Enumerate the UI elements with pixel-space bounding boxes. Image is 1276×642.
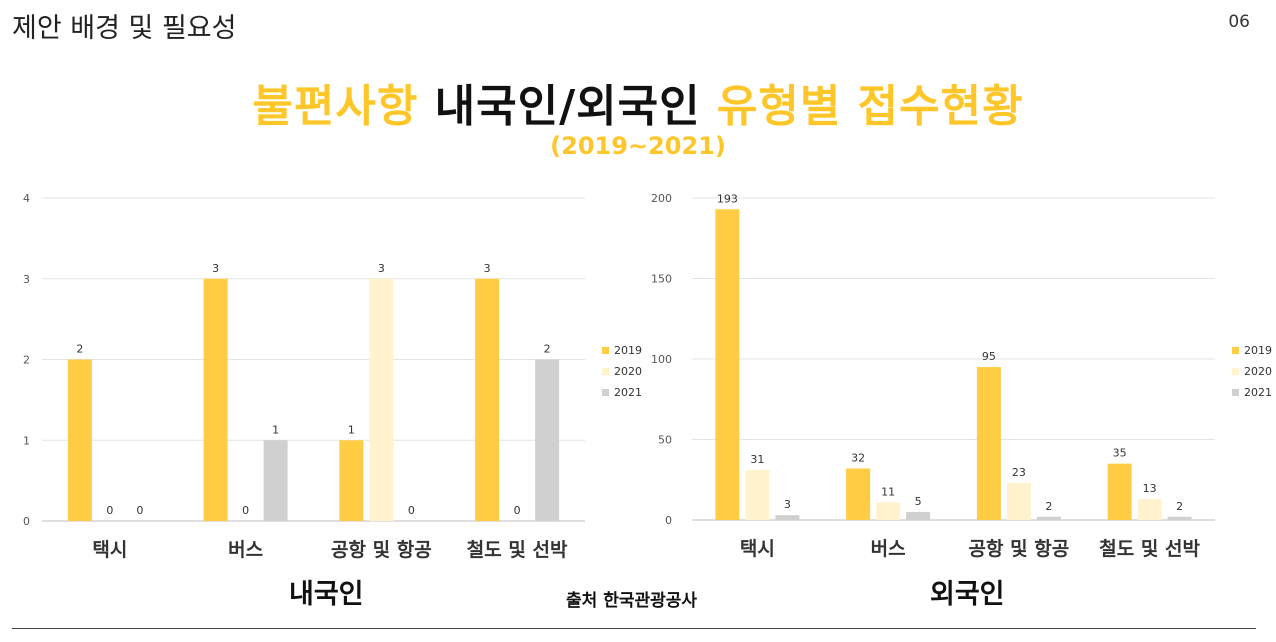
data-label: 2 [544,343,551,356]
data-label: 3 [378,262,385,275]
legend-label: 2019 [1244,344,1272,357]
bar [775,515,800,520]
data-label: 5 [915,495,922,508]
bar [369,278,394,521]
data-label: 1 [348,423,355,436]
data-label: 0 [106,504,113,517]
x-category-label: 택시 [92,539,127,561]
domestic-chart-caption: 내국인 [289,579,364,610]
y-tick-label: 0 [23,515,30,528]
data-label: 95 [982,350,996,363]
y-tick-label: 100 [651,353,672,366]
bar [876,502,901,520]
legend-swatch [1232,389,1239,396]
y-tick-label: 0 [665,514,672,527]
bar [339,440,364,521]
main-title: 불편사항 내국인/외국인 유형별 접수현황 [0,70,1276,134]
x-category-label: 공항 및 항공 [969,538,1070,560]
legend-label: 2021 [614,386,642,399]
bar [263,440,288,521]
legend-swatch [1232,347,1239,354]
bar [1137,499,1162,520]
data-label: 0 [514,504,521,517]
data-label: 3 [784,498,791,511]
x-category-label: 버스 [228,539,263,561]
legend-label: 2020 [614,365,642,378]
page-number: 06 [1228,12,1250,32]
main-title-part1: 불편사항 [252,81,435,132]
data-label: 32 [851,451,865,464]
bar [745,470,770,520]
source-note: 출처 한국관광공사 [566,591,698,611]
bar [976,367,1001,520]
data-label: 35 [1113,447,1127,460]
y-tick-label: 2 [23,354,30,367]
y-tick-label: 3 [23,273,30,286]
data-label: 2 [1045,500,1052,513]
bar [1036,516,1061,520]
bar [203,278,228,521]
x-category-label: 공항 및 항공 [331,539,432,561]
data-label: 0 [408,504,415,517]
data-label: 1 [272,423,279,436]
legend-label: 2019 [614,344,642,357]
data-label: 11 [881,485,895,498]
x-category-label: 택시 [740,538,775,560]
bar [67,359,92,521]
y-tick-label: 1 [23,434,30,447]
bar [906,511,931,520]
data-label: 3 [212,262,219,275]
data-label: 23 [1012,466,1026,479]
y-tick-label: 4 [23,192,30,205]
bar [475,278,500,521]
bar [1167,516,1192,520]
y-tick-label: 200 [651,192,672,205]
data-label: 2 [76,343,83,356]
bar [1006,482,1031,520]
data-label: 13 [1143,482,1157,495]
x-category-label: 철도 및 선박 [1099,538,1200,560]
y-tick-label: 150 [651,273,672,286]
main-title-part2: 내국인/외국인 [434,81,701,132]
foreign-chart-caption: 외국인 [930,579,1005,610]
data-label: 0 [136,504,143,517]
bar [715,209,740,520]
main-subtitle: (2019~2021) [550,132,726,160]
section-title: 제안 배경 및 필요성 [12,13,237,44]
x-category-label: 철도 및 선박 [467,539,568,561]
legend-label: 2021 [1244,386,1272,399]
bar [535,359,560,521]
legend-swatch [602,368,609,375]
bar [846,468,871,520]
x-category-label: 버스 [871,538,906,560]
legend-swatch [602,389,609,396]
data-label: 193 [717,192,738,205]
y-tick-label: 50 [658,434,672,447]
legend-label: 2020 [1244,365,1272,378]
footer-divider [12,628,1256,629]
domestic-bar-chart: 0 1 2 3 4 2 0 0 택시 3 0 1 버스 1 3 0 공항 및 항공 3 0 2 철도 및 선박 2019 2… [23,192,642,561]
data-label: 2 [1176,500,1183,513]
main-title-part3: 유형별 접수현황 [700,81,1024,132]
data-label: 0 [242,504,249,517]
legend-swatch [1232,368,1239,375]
bar [1107,463,1132,520]
data-label: 31 [750,453,764,466]
legend-swatch [602,347,609,354]
data-label: 3 [484,262,491,275]
